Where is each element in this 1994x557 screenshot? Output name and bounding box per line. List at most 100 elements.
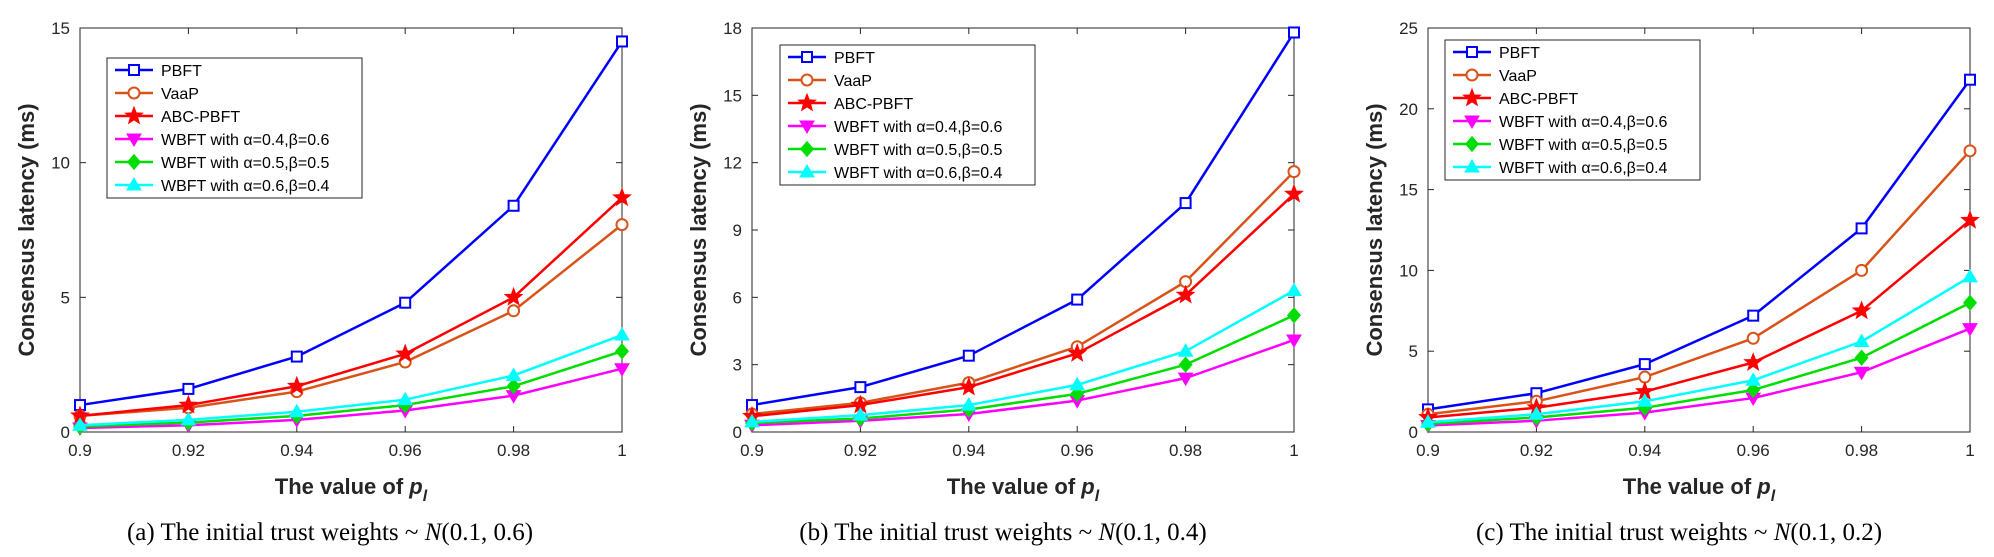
y-tick-label: 0 bbox=[733, 423, 742, 442]
data-point bbox=[1963, 294, 1977, 311]
x-axis-title: The value of pl bbox=[1623, 474, 1776, 505]
caption-text: (a) The initial trust weights ~ bbox=[127, 519, 425, 546]
y-tick-label: 20 bbox=[1399, 100, 1418, 119]
data-point bbox=[1286, 334, 1302, 348]
series-line bbox=[1427, 275, 1971, 424]
legend-marker bbox=[127, 153, 141, 171]
legend-marker bbox=[126, 177, 142, 191]
x-tick-label: 0.92 bbox=[844, 441, 877, 460]
legend-marker bbox=[1462, 87, 1482, 107]
x-tick-label: 0.94 bbox=[280, 441, 313, 460]
legend-marker bbox=[1466, 46, 1478, 58]
x-tick-label: 0.98 bbox=[497, 441, 530, 460]
legend-marker bbox=[1464, 159, 1480, 173]
legend-marker bbox=[128, 64, 140, 76]
legend-label: VaaP bbox=[161, 86, 199, 103]
y-tick-label: 9 bbox=[733, 221, 742, 240]
x-axis-title-subscript: l bbox=[1095, 488, 1100, 505]
x-tick-label: 1 bbox=[1965, 441, 1974, 460]
data-point bbox=[72, 417, 88, 431]
data-point bbox=[1745, 372, 1762, 386]
caption-parameters: (0.1, 0.2) bbox=[1790, 519, 1882, 546]
data-point bbox=[1962, 323, 1978, 337]
y-tick-label: 25 bbox=[1399, 19, 1418, 38]
data-point bbox=[182, 382, 195, 395]
legend-marker bbox=[1465, 135, 1479, 153]
data-point bbox=[506, 378, 521, 395]
x-axis-title-variable: p bbox=[1756, 474, 1770, 499]
x-axis-title-text: The value of bbox=[1623, 474, 1757, 499]
data-point bbox=[1854, 349, 1869, 366]
series-line bbox=[1427, 301, 1971, 426]
legend-marker bbox=[799, 120, 815, 134]
y-tick-label: 3 bbox=[733, 356, 742, 375]
x-axis-title-variable: p bbox=[408, 474, 422, 499]
data-point bbox=[1638, 358, 1651, 371]
series-line bbox=[751, 170, 1295, 416]
data-point bbox=[505, 367, 522, 381]
data-point bbox=[395, 343, 416, 363]
data-point bbox=[1528, 406, 1545, 420]
x-tick-label: 0.98 bbox=[1845, 441, 1878, 460]
y-tick-label: 6 bbox=[733, 288, 742, 307]
series-line bbox=[1427, 219, 1971, 419]
x-tick-label: 0.96 bbox=[1737, 441, 1770, 460]
caption-text: (b) The initial trust weights ~ bbox=[799, 519, 1098, 546]
data-point bbox=[1851, 300, 1872, 320]
data-point bbox=[612, 187, 632, 207]
data-point bbox=[1178, 356, 1193, 373]
x-tick-label: 0.92 bbox=[172, 441, 205, 460]
legend-label: VaaP bbox=[834, 73, 872, 90]
data-point bbox=[1746, 381, 1761, 399]
data-point bbox=[288, 403, 305, 418]
data-point bbox=[615, 218, 629, 232]
legend-marker bbox=[800, 73, 814, 87]
data-point bbox=[1288, 26, 1300, 39]
legend: PBFT VaaP ABC-PBFT WBFT with α=0.4,β=0.6 WBF… bbox=[1444, 39, 1701, 181]
legend-label: WBFT with α=0.5,β=0.5 bbox=[1499, 137, 1668, 154]
data-point bbox=[1284, 183, 1304, 203]
y-axis-title: Consensus latency (ms) bbox=[1362, 103, 1387, 356]
legend-marker bbox=[797, 92, 817, 112]
series-2 bbox=[745, 165, 1301, 421]
data-point bbox=[958, 376, 979, 396]
caption-distribution: N bbox=[424, 519, 443, 546]
data-point bbox=[1964, 73, 1976, 86]
y-tick-label: 15 bbox=[723, 86, 742, 105]
data-point bbox=[507, 199, 520, 212]
series-line bbox=[1427, 78, 1972, 411]
legend-box bbox=[779, 44, 1036, 186]
series-1 bbox=[746, 26, 1300, 412]
legend-label: WBFT with α=0.6,β=0.4 bbox=[834, 165, 1003, 182]
legend-marker bbox=[127, 86, 141, 100]
data-point bbox=[1287, 165, 1301, 179]
series-3 bbox=[1418, 209, 1980, 426]
series-line bbox=[79, 350, 623, 428]
legend-marker bbox=[1464, 115, 1480, 129]
x-tick-label: 1 bbox=[617, 441, 626, 460]
x-axis-title-variable: p bbox=[1080, 474, 1094, 499]
data-point bbox=[616, 35, 628, 48]
data-point bbox=[397, 391, 414, 406]
series-line bbox=[79, 367, 623, 430]
legend-label: WBFT with α=0.4,β=0.6 bbox=[1499, 114, 1668, 131]
data-point bbox=[178, 394, 199, 414]
data-point bbox=[1179, 197, 1192, 210]
data-point bbox=[1638, 370, 1652, 384]
y-tick-label: 15 bbox=[51, 19, 70, 38]
y-tick-label: 0 bbox=[61, 423, 70, 442]
x-axis-title: The value of pl bbox=[275, 474, 428, 505]
data-point bbox=[507, 304, 521, 318]
legend-label: WBFT with α=0.6,β=0.4 bbox=[1499, 160, 1668, 177]
series-6 bbox=[1420, 268, 1978, 428]
x-axis-title-text: The value of bbox=[947, 474, 1081, 499]
y-tick-label: 10 bbox=[1399, 261, 1418, 280]
caption-distribution: N bbox=[1097, 519, 1116, 546]
series-1 bbox=[74, 35, 628, 412]
legend-label: PBFT bbox=[161, 63, 202, 80]
series-6 bbox=[72, 327, 630, 431]
series-line bbox=[79, 40, 624, 407]
y-tick-label: 10 bbox=[51, 154, 70, 173]
legend-label: PBFT bbox=[1499, 45, 1540, 62]
